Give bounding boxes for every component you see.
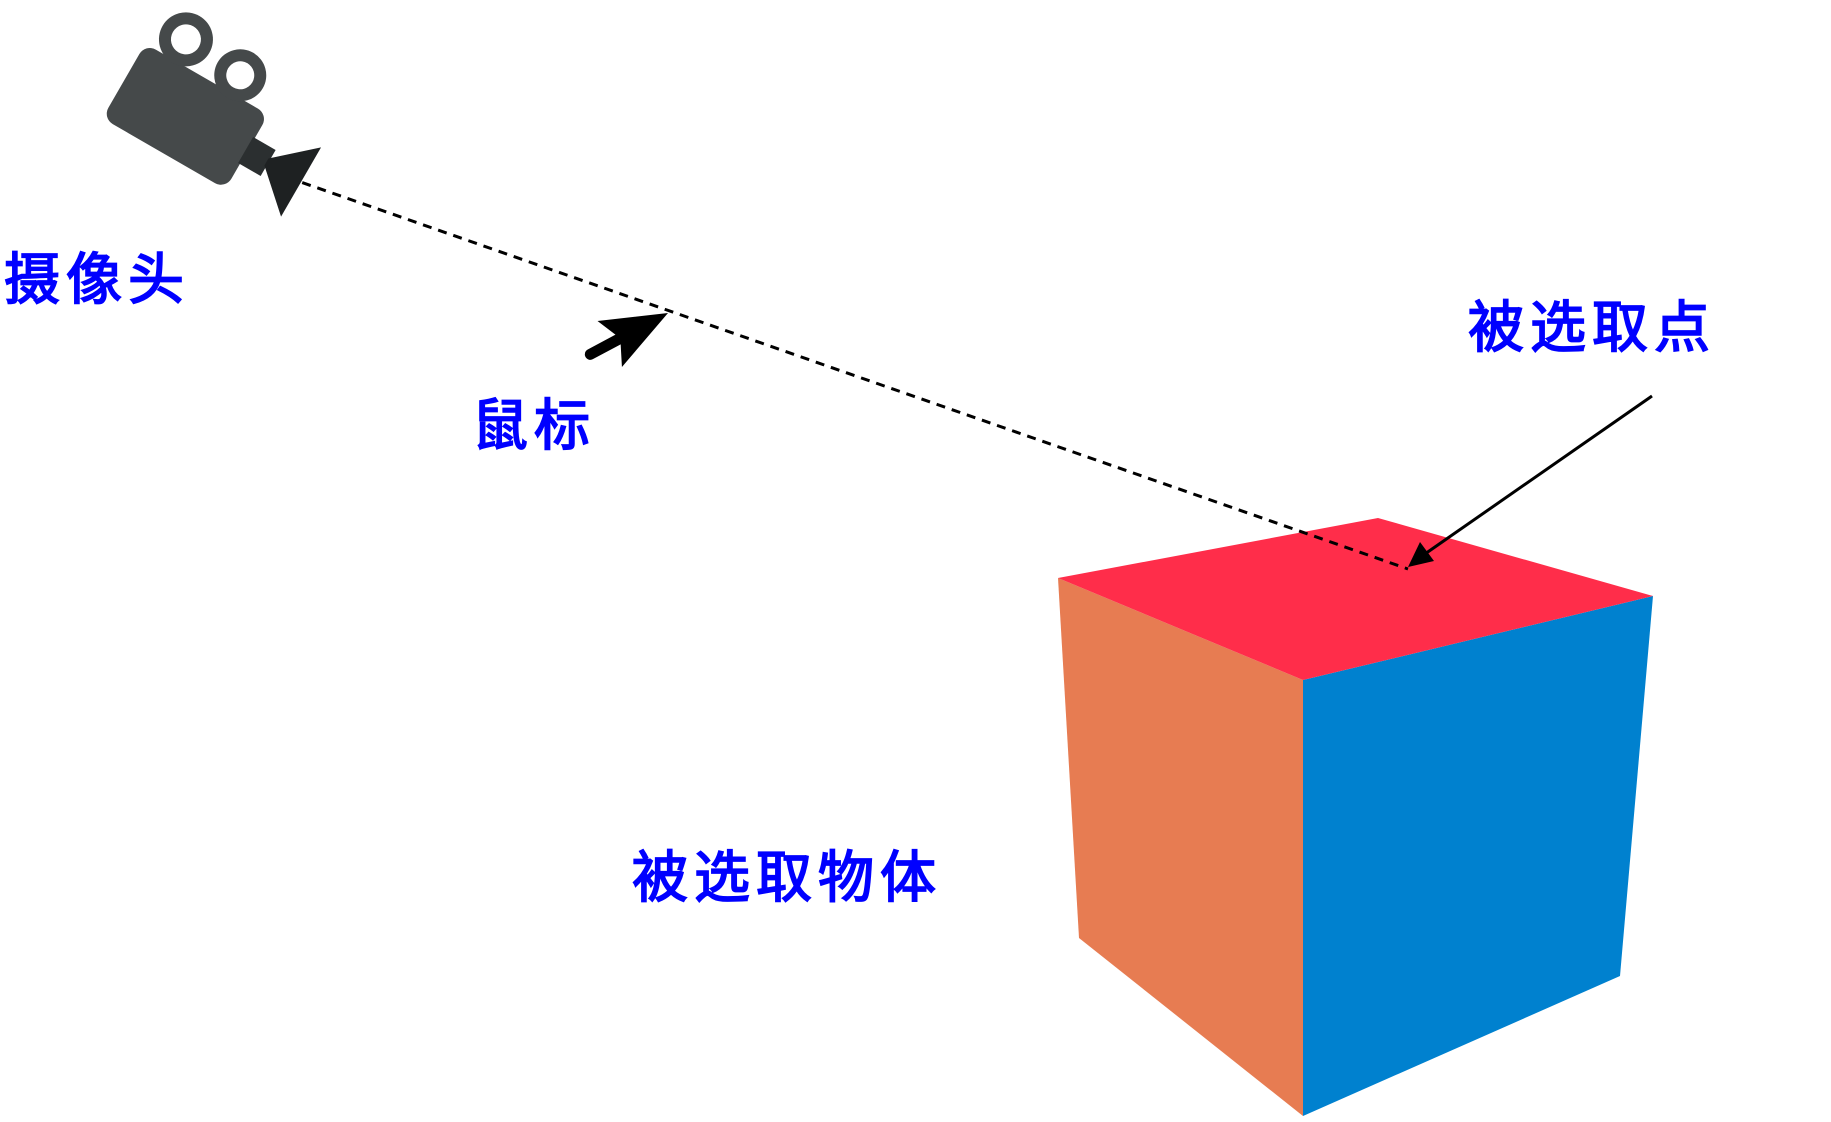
cube-top-face [1058,518,1653,680]
pick-ray [271,170,1409,571]
picked-point-arrowhead [1408,542,1434,567]
mouse-label: 鼠标 [472,393,596,459]
picked-object-label: 被选取物体 [632,845,942,911]
picked-point-label: 被选取点 [1468,295,1716,361]
movie-camera-icon [106,12,322,217]
mouse-cursor-arrow-icon [584,313,668,367]
cube-right-face [1303,596,1653,1116]
camera-label: 摄像头 [4,247,190,313]
cube-left-face [1058,578,1303,1116]
picked-point-pointer-line [1421,394,1653,558]
picked-object-cube [1058,518,1653,1116]
